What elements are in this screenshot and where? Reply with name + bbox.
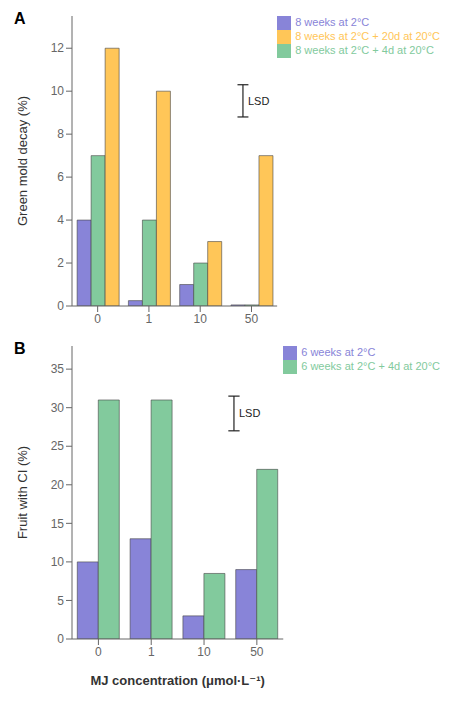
svg-text:25: 25 <box>51 439 65 453</box>
html-text:6 weeks at 2°C: 6 weeks at 2°C <box>301 346 376 358</box>
svg-text:0: 0 <box>95 645 102 659</box>
html-text:6 weeks at 2°C + 4d at 20°C: 6 weeks at 2°C + 4d at 20°C <box>301 360 440 373</box>
svg-text:50: 50 <box>245 312 259 326</box>
svg-text:LSD: LSD <box>248 95 269 107</box>
svg-text:50: 50 <box>250 645 264 659</box>
svg-text:1: 1 <box>146 312 153 326</box>
svg-text:1: 1 <box>148 645 155 659</box>
svg-text:Fruit with CI (%): Fruit with CI (%) <box>15 446 30 539</box>
svg-text:Green mold decay (%): Green mold decay (%) <box>15 96 30 226</box>
svg-text:10: 10 <box>197 645 211 659</box>
svg-text:0: 0 <box>94 312 101 326</box>
svg-text:10: 10 <box>51 555 65 569</box>
html-text:A: A <box>14 10 26 27</box>
svg-text:0: 0 <box>57 632 64 646</box>
svg-text:10: 10 <box>194 312 208 326</box>
html-text:8 weeks at 2°C + 4d at 20°C: 8 weeks at 2°C + 4d at 20°C <box>295 44 434 57</box>
svg-text:35: 35 <box>51 362 65 376</box>
svg-text:6: 6 <box>57 170 64 184</box>
svg-text:8: 8 <box>57 127 64 141</box>
svg-text:MJ concentration (μmol·L⁻¹): MJ concentration (μmol·L⁻¹) <box>90 673 264 688</box>
svg-text:20: 20 <box>51 478 65 492</box>
html-text:8 weeks at 2°C + 20d at 20°C: 8 weeks at 2°C + 20d at 20°C <box>295 30 440 43</box>
svg-text:4: 4 <box>57 213 64 227</box>
svg-text:0: 0 <box>57 299 64 313</box>
html-text:B: B <box>14 340 26 357</box>
svg-text:30: 30 <box>51 401 65 415</box>
svg-text:2: 2 <box>57 256 64 270</box>
svg-text:12: 12 <box>51 41 65 55</box>
svg-text:LSD: LSD <box>239 407 260 419</box>
svg-text:5: 5 <box>57 594 64 608</box>
svg-text:10: 10 <box>51 84 65 98</box>
html-text:8 weeks at 2°C: 8 weeks at 2°C <box>295 16 370 28</box>
svg-text:15: 15 <box>51 517 65 531</box>
